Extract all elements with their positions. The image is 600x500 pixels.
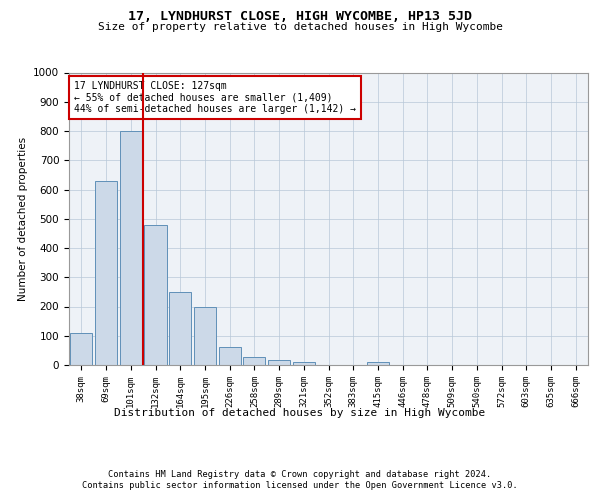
Bar — [268, 360, 290, 365]
Text: Contains HM Land Registry data © Crown copyright and database right 2024.: Contains HM Land Registry data © Crown c… — [109, 470, 491, 479]
Bar — [218, 348, 241, 365]
Bar — [70, 333, 92, 365]
Y-axis label: Number of detached properties: Number of detached properties — [17, 136, 28, 301]
Text: Distribution of detached houses by size in High Wycombe: Distribution of detached houses by size … — [115, 408, 485, 418]
Text: 17 LYNDHURST CLOSE: 127sqm
← 55% of detached houses are smaller (1,409)
44% of s: 17 LYNDHURST CLOSE: 127sqm ← 55% of deta… — [74, 82, 356, 114]
Bar — [194, 306, 216, 365]
Text: Contains public sector information licensed under the Open Government Licence v3: Contains public sector information licen… — [82, 481, 518, 490]
Bar — [243, 357, 265, 365]
Bar — [169, 292, 191, 365]
Bar — [119, 131, 142, 365]
Bar — [145, 224, 167, 365]
Bar — [367, 362, 389, 365]
Text: 17, LYNDHURST CLOSE, HIGH WYCOMBE, HP13 5JD: 17, LYNDHURST CLOSE, HIGH WYCOMBE, HP13 … — [128, 10, 472, 23]
Bar — [95, 180, 117, 365]
Text: Size of property relative to detached houses in High Wycombe: Size of property relative to detached ho… — [97, 22, 503, 32]
Bar — [293, 362, 315, 365]
